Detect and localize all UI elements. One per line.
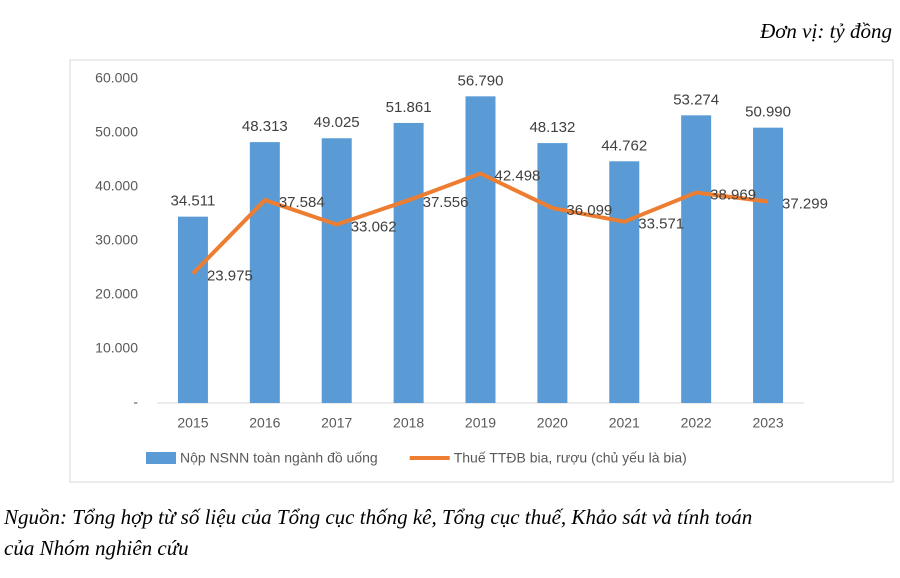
- y-tick-label: 40.000: [95, 178, 138, 194]
- x-tick-label: 2017: [321, 415, 352, 431]
- y-tick-label: -: [133, 394, 138, 410]
- x-tick-label: 2022: [681, 415, 712, 431]
- bar: [249, 142, 280, 403]
- line-value-label: 33.571: [638, 216, 684, 233]
- chart-frame: [69, 59, 894, 483]
- line-value-label: 37.556: [423, 194, 469, 211]
- bar-value-label: 44.762: [601, 137, 647, 154]
- x-tick-label: 2020: [537, 415, 568, 431]
- x-tick-label: 2023: [752, 415, 783, 431]
- y-tick-label: 10.000: [95, 340, 138, 356]
- bar: [321, 138, 352, 403]
- line-value-label: 42.498: [495, 167, 541, 184]
- y-tick-label: 50.000: [95, 124, 138, 140]
- bar-value-label: 53.274: [673, 91, 719, 108]
- bar: [681, 115, 712, 403]
- unit-note: Đơn vị: tỷ đồng: [759, 19, 892, 43]
- bar: [465, 96, 496, 404]
- line-value-label: 36.099: [566, 202, 612, 219]
- x-tick-label: 2015: [177, 415, 208, 431]
- source-note: Nguồn: Tổng hợp từ số liệu của Tổng cục …: [3, 505, 752, 529]
- y-tick-label: 30.000: [95, 232, 138, 248]
- bar-value-label: 48.132: [529, 119, 575, 136]
- line: [191, 171, 769, 275]
- bar-value-label: 48.313: [242, 118, 288, 135]
- x-tick-label: 2018: [393, 415, 424, 431]
- line-value-label: 37.299: [782, 196, 828, 213]
- x-tick-label: 2019: [465, 415, 496, 431]
- line-value-label: 33.062: [351, 218, 397, 235]
- source-note: của Nhóm nghiên cứu: [4, 536, 189, 560]
- line-value-label: 37.584: [279, 194, 325, 211]
- x-tick-label: 2021: [609, 415, 640, 431]
- legend-label: Nộp NSNN toàn ngành đồ uống: [180, 450, 378, 466]
- bar-value-label: 51.861: [386, 99, 432, 116]
- line-value-label: 38.969: [710, 187, 756, 204]
- bar-value-label: 50.990: [745, 104, 791, 121]
- legend-swatch: [146, 452, 176, 464]
- legend-label: Thuế TTĐB bia, rượu (chủ yếu là bia): [454, 450, 687, 466]
- bar-value-label: 49.025: [314, 114, 360, 131]
- bar: [537, 143, 568, 403]
- bar-value-label: 56.790: [458, 72, 504, 89]
- bar: [177, 216, 208, 403]
- y-tick-label: 60.000: [95, 70, 138, 86]
- bar: [609, 161, 640, 403]
- bar: [393, 122, 424, 404]
- line-value-label: 23.975: [207, 268, 253, 285]
- y-tick-label: 20.000: [95, 286, 138, 302]
- bar-value-label: 34.511: [171, 193, 216, 210]
- x-tick-label: 2016: [249, 415, 280, 431]
- bar: [753, 127, 784, 404]
